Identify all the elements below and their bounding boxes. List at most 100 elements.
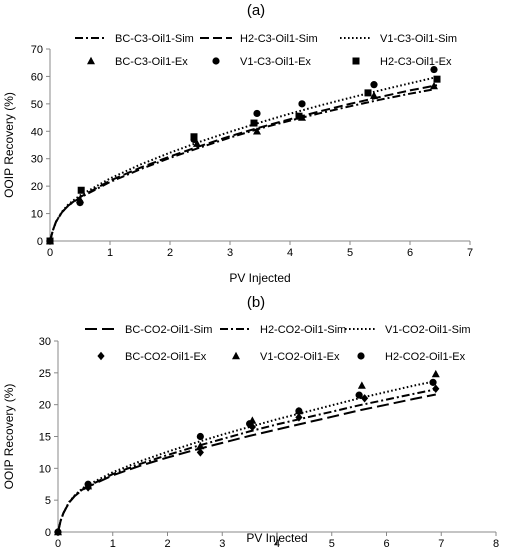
x-tick-label: 3 <box>227 247 233 259</box>
legend-entry: H2-CO2-Oil1-Sim <box>220 324 346 336</box>
x-tick-label: 6 <box>383 538 389 550</box>
y-tick-label: 0 <box>45 527 51 539</box>
x-axis-label: PV Injected <box>246 531 307 545</box>
x-tick-label: 1 <box>107 247 113 259</box>
data-point <box>357 381 366 389</box>
legend-swatch <box>212 57 220 65</box>
legend-label: V1-CO2-Oil1-Ex <box>260 351 340 363</box>
data-point <box>253 109 261 118</box>
x-tick-label: 0 <box>47 247 53 259</box>
data-point <box>431 369 440 378</box>
data-point <box>54 528 62 536</box>
legend-label: BC-CO2-Oil1-Sim <box>125 324 212 336</box>
y-tick-label: 25 <box>39 368 51 380</box>
legend-entry: BC-C3-Oil1-Sim <box>75 33 194 45</box>
y-tick-label: 5 <box>45 495 51 507</box>
data-point <box>46 237 54 245</box>
series-H2-C3-Oil1-Ex <box>46 75 441 245</box>
series-H2-C3-Oil1-Sim <box>49 84 438 242</box>
legend-swatch <box>97 351 105 361</box>
data-point <box>430 65 438 74</box>
data-point <box>361 394 369 403</box>
series-line <box>49 84 438 242</box>
x-tick-label: 6 <box>407 247 413 259</box>
legend-label: BC-C3-Oil1-Ex <box>115 56 188 68</box>
y-tick-label: 10 <box>31 209 43 221</box>
y-tick-label: 50 <box>31 99 43 111</box>
legend-entry: V1-CO2-Oil1-Ex <box>232 351 340 363</box>
data-point <box>370 81 378 89</box>
legend-entry: V1-C3-Oil1-Ex <box>212 56 311 68</box>
x-tick-label: 2 <box>164 538 170 550</box>
x-tick-label: 4 <box>287 247 293 259</box>
y-tick-label: 40 <box>31 126 43 138</box>
legend-entry: BC-C3-Oil1-Ex <box>87 56 188 68</box>
y-axis-label: OOIP Recovery (%) <box>2 92 16 198</box>
legend-entry: V1-C3-Oil1-Sim <box>340 33 457 45</box>
y-tick-label: 20 <box>31 181 43 193</box>
data-point <box>250 119 258 127</box>
legend-label: V1-C3-Oil1-Ex <box>240 56 311 68</box>
legend-swatch <box>87 56 95 65</box>
data-point <box>193 139 201 147</box>
x-tick-label: 0 <box>55 538 61 550</box>
chart-title: (a) <box>247 2 265 19</box>
data-point <box>76 199 84 207</box>
legend-label: H2-CO2-Oil1-Sim <box>260 324 346 336</box>
y-tick-label: 60 <box>31 71 43 83</box>
legend-label: BC-C3-Oil1-Sim <box>115 33 194 45</box>
x-tick-label: 3 <box>219 538 225 550</box>
data-point <box>429 378 437 386</box>
legend-entry: BC-CO2-Oil1-Sim <box>85 324 212 336</box>
series-BC-C3-Oil1-Ex <box>46 81 438 245</box>
y-tick-label: 30 <box>39 336 51 348</box>
legend-entry: BC-CO2-Oil1-Ex <box>97 351 207 363</box>
series-BC-C3-Oil1-Sim <box>49 88 435 242</box>
series-line <box>57 380 437 533</box>
legend-label: BC-CO2-Oil1-Ex <box>125 351 207 363</box>
y-axis-label: OOIP Recovery (%) <box>2 384 16 490</box>
legend-entry: V1-CO2-Oil1-Sim <box>345 324 471 336</box>
legend-swatch <box>232 351 240 360</box>
series-H2-CO2-Oil1-Sim <box>57 388 436 533</box>
data-point <box>190 133 198 141</box>
chart-panel-b: (b) 0 1 2 3 4 5 6 7 8 0 5 10 15 20 25 30 PV Injected OOIP … <box>2 294 499 550</box>
data-point <box>298 100 306 108</box>
data-point <box>84 480 92 488</box>
series-line <box>49 76 438 242</box>
legend-entry: H2-CO2-Oil1-Ex <box>357 351 466 363</box>
legend-swatch <box>352 57 360 65</box>
data-point <box>370 91 378 99</box>
x-tick-label: 8 <box>493 538 499 550</box>
x-tick-label: 5 <box>347 247 353 259</box>
legend-entry: H2-C3-Oil1-Ex <box>352 56 452 68</box>
series-BC-CO2-Oil1-Sim <box>57 393 436 533</box>
series-BC-CO2-Oil1-Ex <box>54 384 440 537</box>
series-V1-C3-Oil1-Ex <box>46 65 438 245</box>
data-point <box>433 75 441 83</box>
data-point <box>77 186 85 194</box>
series-V1-C3-Oil1-Sim <box>49 76 438 242</box>
data-point <box>364 89 372 97</box>
y-tick-label: 20 <box>39 400 51 412</box>
chart-title: (b) <box>247 294 265 311</box>
x-tick-label: 7 <box>467 247 473 259</box>
data-point <box>246 420 254 428</box>
series-H2-CO2-Oil1-Ex <box>54 378 437 536</box>
x-tick-label: 5 <box>329 538 335 550</box>
series-V1-CO2-Oil1-Ex <box>54 369 440 536</box>
legend-entry: H2-C3-Oil1-Sim <box>200 33 318 45</box>
series-line <box>49 88 435 242</box>
data-point <box>196 441 205 450</box>
data-point <box>196 432 204 441</box>
series-V1-CO2-Oil1-Sim <box>57 380 437 533</box>
data-point <box>355 391 363 399</box>
series-line <box>57 393 436 533</box>
legend-label: H2-C3-Oil1-Ex <box>380 56 452 68</box>
legend-label: H2-CO2-Oil1-Ex <box>385 351 466 363</box>
data-point <box>253 127 261 135</box>
series-line <box>57 388 436 533</box>
data-point <box>295 413 303 422</box>
